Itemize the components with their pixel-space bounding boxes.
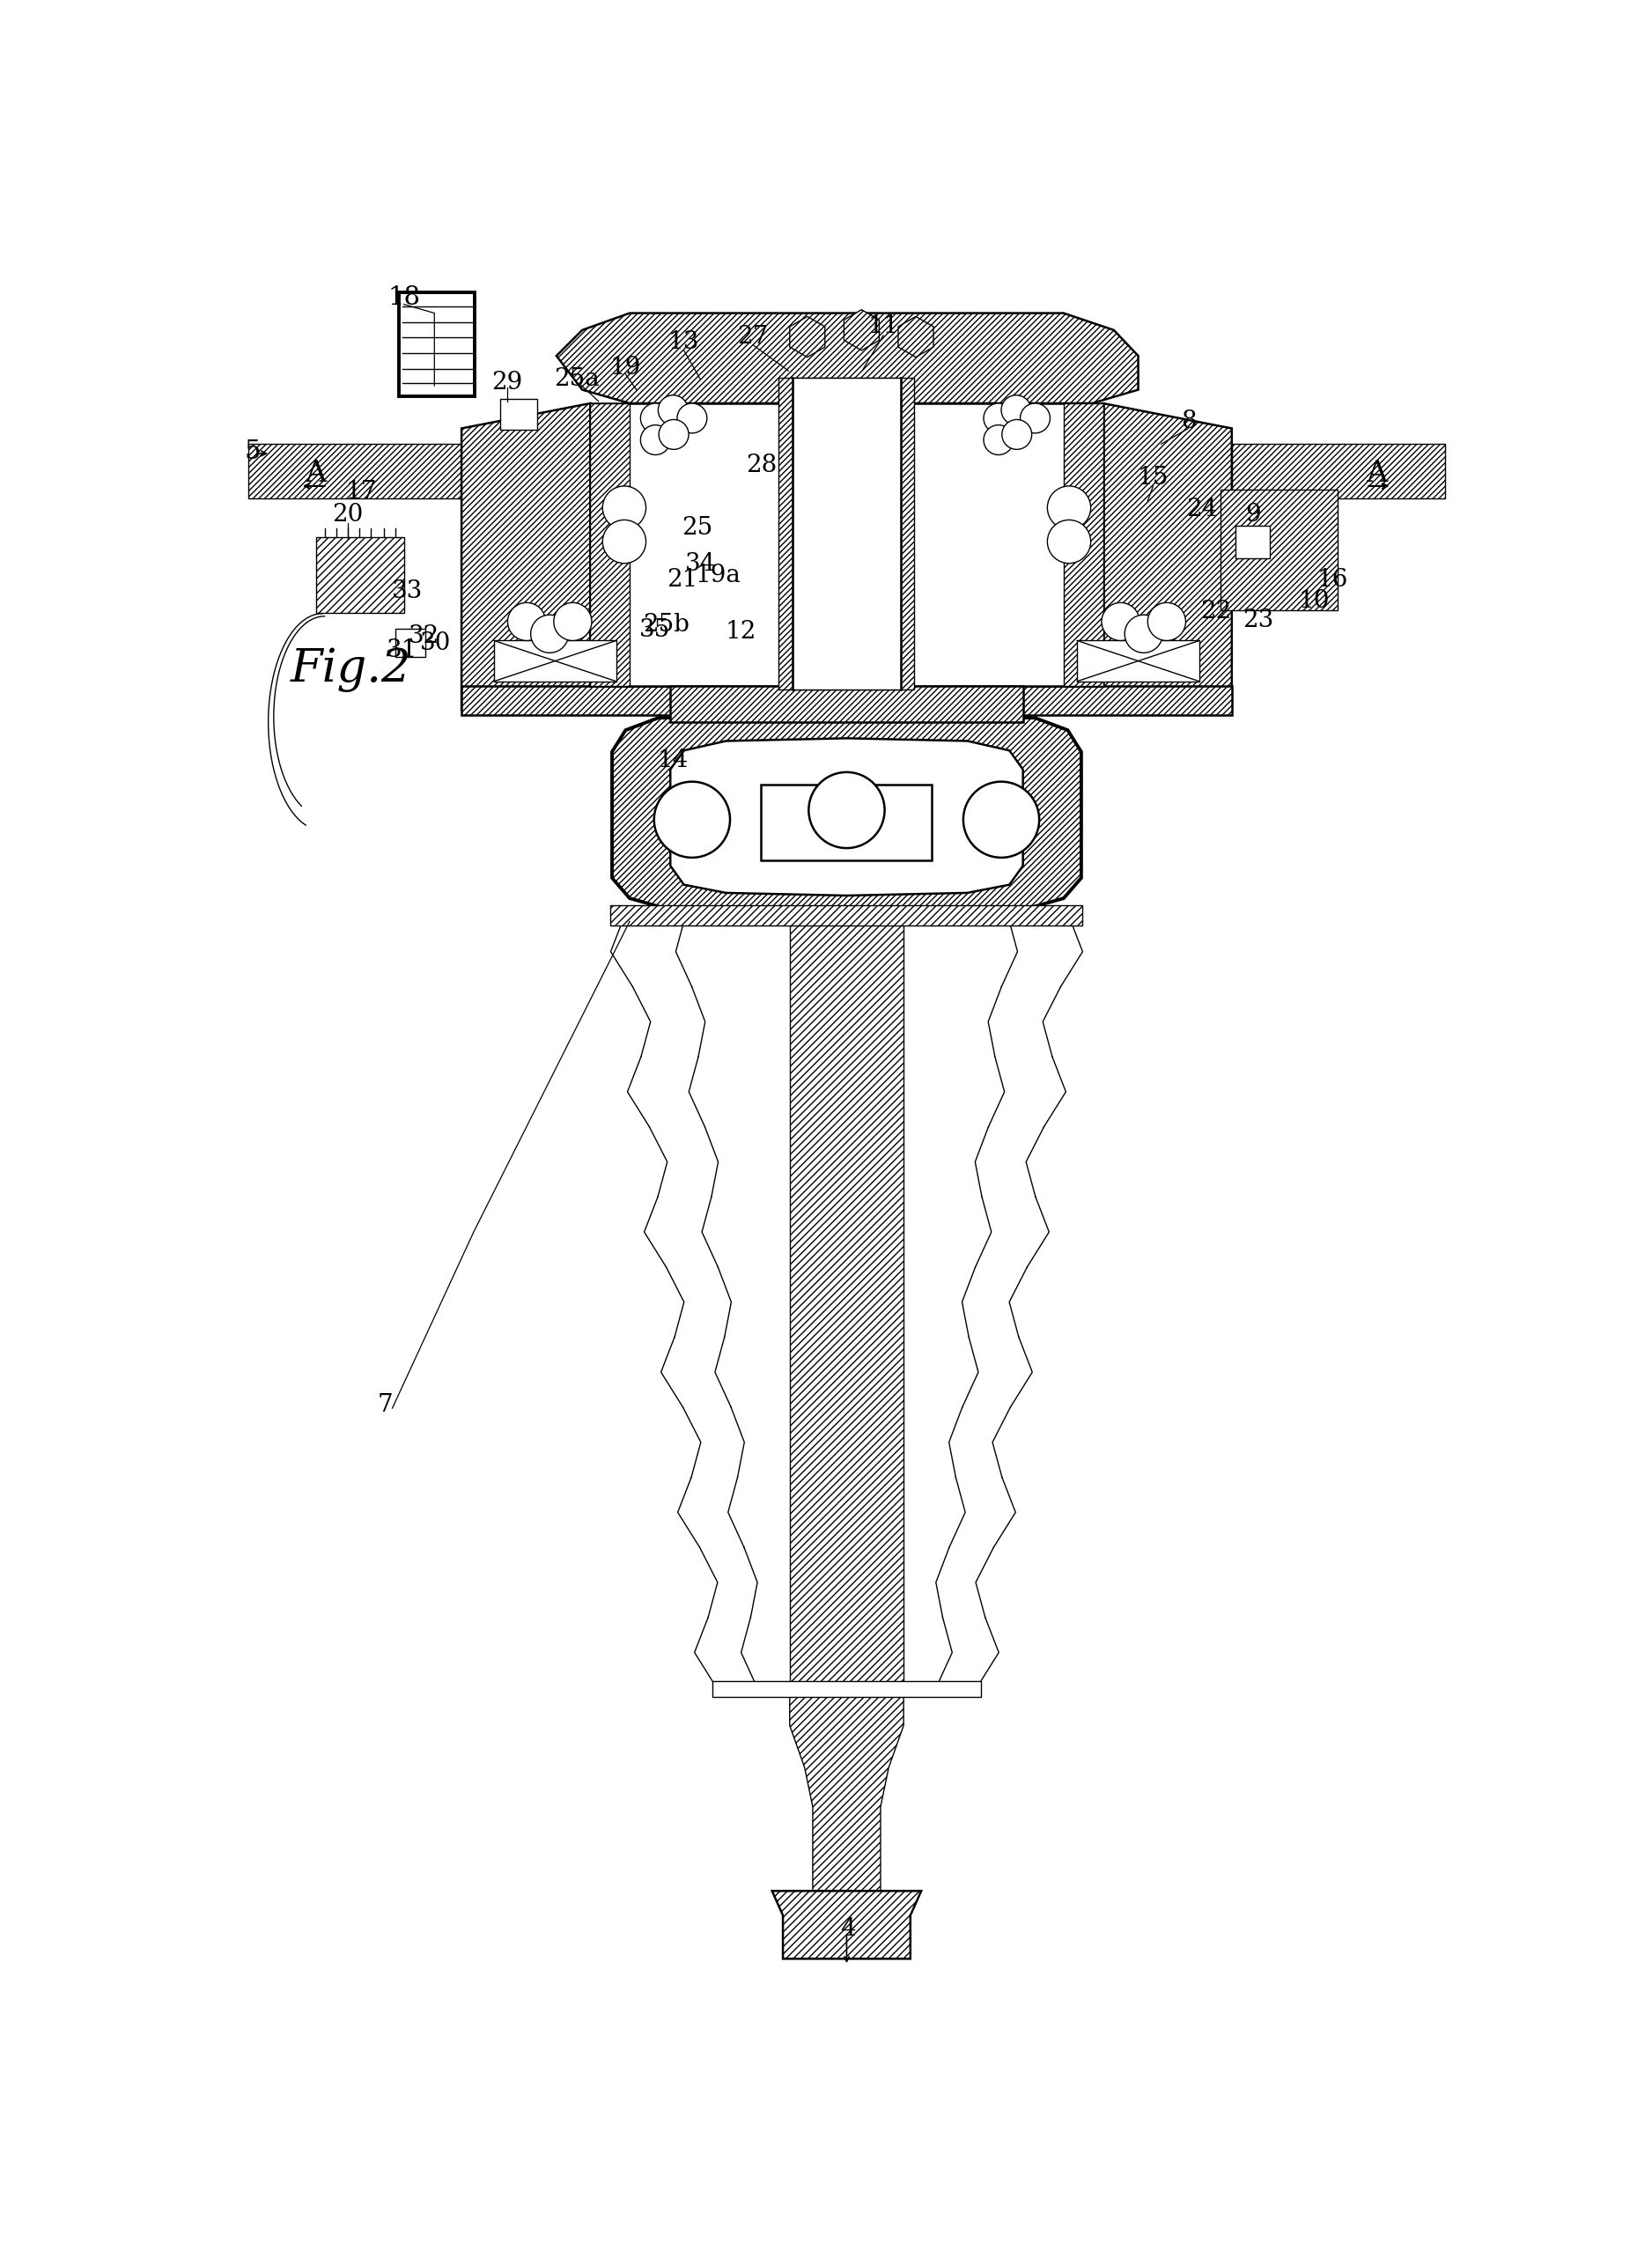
Text: 21: 21 <box>666 567 697 592</box>
Circle shape <box>507 603 545 641</box>
Bar <box>1221 489 1338 610</box>
Circle shape <box>530 614 568 652</box>
Text: 14: 14 <box>657 749 689 773</box>
Text: 10: 10 <box>1298 590 1330 612</box>
Circle shape <box>654 782 730 859</box>
Text: 16: 16 <box>1317 567 1348 592</box>
Circle shape <box>1001 419 1032 448</box>
Text: 7: 7 <box>378 1392 393 1417</box>
Text: 19: 19 <box>610 356 641 379</box>
Polygon shape <box>590 404 629 686</box>
Polygon shape <box>844 309 879 350</box>
Text: 20: 20 <box>332 502 363 527</box>
Text: 30: 30 <box>420 632 451 655</box>
Circle shape <box>677 404 707 433</box>
Text: 29: 29 <box>491 372 522 395</box>
Circle shape <box>603 520 646 563</box>
Text: Fig.2: Fig.2 <box>291 648 411 693</box>
Bar <box>712 1682 981 1697</box>
Circle shape <box>1021 404 1051 433</box>
Text: 8: 8 <box>1181 410 1196 433</box>
Polygon shape <box>790 917 904 1688</box>
Polygon shape <box>671 686 1023 722</box>
Text: 9: 9 <box>1246 502 1260 527</box>
Bar <box>400 294 476 397</box>
Bar <box>395 628 426 657</box>
Polygon shape <box>790 316 824 356</box>
Text: 5: 5 <box>244 439 261 464</box>
Text: 33: 33 <box>392 578 423 603</box>
Circle shape <box>1047 487 1090 529</box>
Polygon shape <box>1064 404 1104 686</box>
Bar <box>316 536 403 612</box>
Text: 22: 22 <box>1199 599 1231 623</box>
Polygon shape <box>461 686 1232 715</box>
Text: 25: 25 <box>682 516 714 540</box>
Circle shape <box>553 603 591 641</box>
Text: 17: 17 <box>345 480 377 504</box>
Text: 18: 18 <box>388 285 420 309</box>
Circle shape <box>659 419 689 448</box>
Bar <box>1236 525 1270 558</box>
Polygon shape <box>762 785 932 861</box>
Polygon shape <box>1077 641 1199 682</box>
Polygon shape <box>494 641 616 682</box>
Text: 4: 4 <box>841 1917 856 1942</box>
Text: 25a: 25a <box>553 368 600 390</box>
Circle shape <box>657 395 687 426</box>
Circle shape <box>983 426 1013 455</box>
Circle shape <box>641 426 671 455</box>
Text: 34: 34 <box>684 552 715 576</box>
Text: 11: 11 <box>867 314 899 339</box>
Text: 27: 27 <box>737 325 768 350</box>
Polygon shape <box>1104 404 1232 711</box>
Text: 23: 23 <box>1242 608 1274 632</box>
Polygon shape <box>778 377 915 691</box>
Circle shape <box>1102 603 1140 641</box>
Polygon shape <box>590 404 1104 686</box>
Text: 15: 15 <box>1138 466 1168 489</box>
Polygon shape <box>611 713 1082 912</box>
Circle shape <box>1001 395 1031 426</box>
Text: A: A <box>1366 460 1388 489</box>
Circle shape <box>1047 520 1090 563</box>
Circle shape <box>809 771 884 847</box>
Text: 31: 31 <box>387 639 418 661</box>
Bar <box>501 399 537 430</box>
Polygon shape <box>771 1890 922 1960</box>
Polygon shape <box>557 314 1138 404</box>
Circle shape <box>603 487 646 529</box>
Circle shape <box>641 404 671 433</box>
Circle shape <box>1148 603 1186 641</box>
Text: 25b: 25b <box>643 612 689 637</box>
Circle shape <box>963 782 1039 859</box>
Polygon shape <box>461 404 590 711</box>
Bar <box>611 906 1082 926</box>
Polygon shape <box>1232 444 1446 498</box>
Text: 24: 24 <box>1186 498 1218 522</box>
Text: 12: 12 <box>725 621 757 643</box>
Circle shape <box>1125 614 1163 652</box>
Circle shape <box>983 404 1013 433</box>
Polygon shape <box>790 1688 904 1890</box>
Polygon shape <box>793 377 900 691</box>
Polygon shape <box>248 444 461 498</box>
Polygon shape <box>899 316 933 356</box>
Text: 13: 13 <box>669 330 699 354</box>
Text: 28: 28 <box>745 453 776 478</box>
Text: 19a: 19a <box>695 563 740 587</box>
Text: 32: 32 <box>408 626 439 648</box>
Text: 35: 35 <box>639 619 671 641</box>
Text: A: A <box>306 460 327 489</box>
Polygon shape <box>671 738 1023 895</box>
